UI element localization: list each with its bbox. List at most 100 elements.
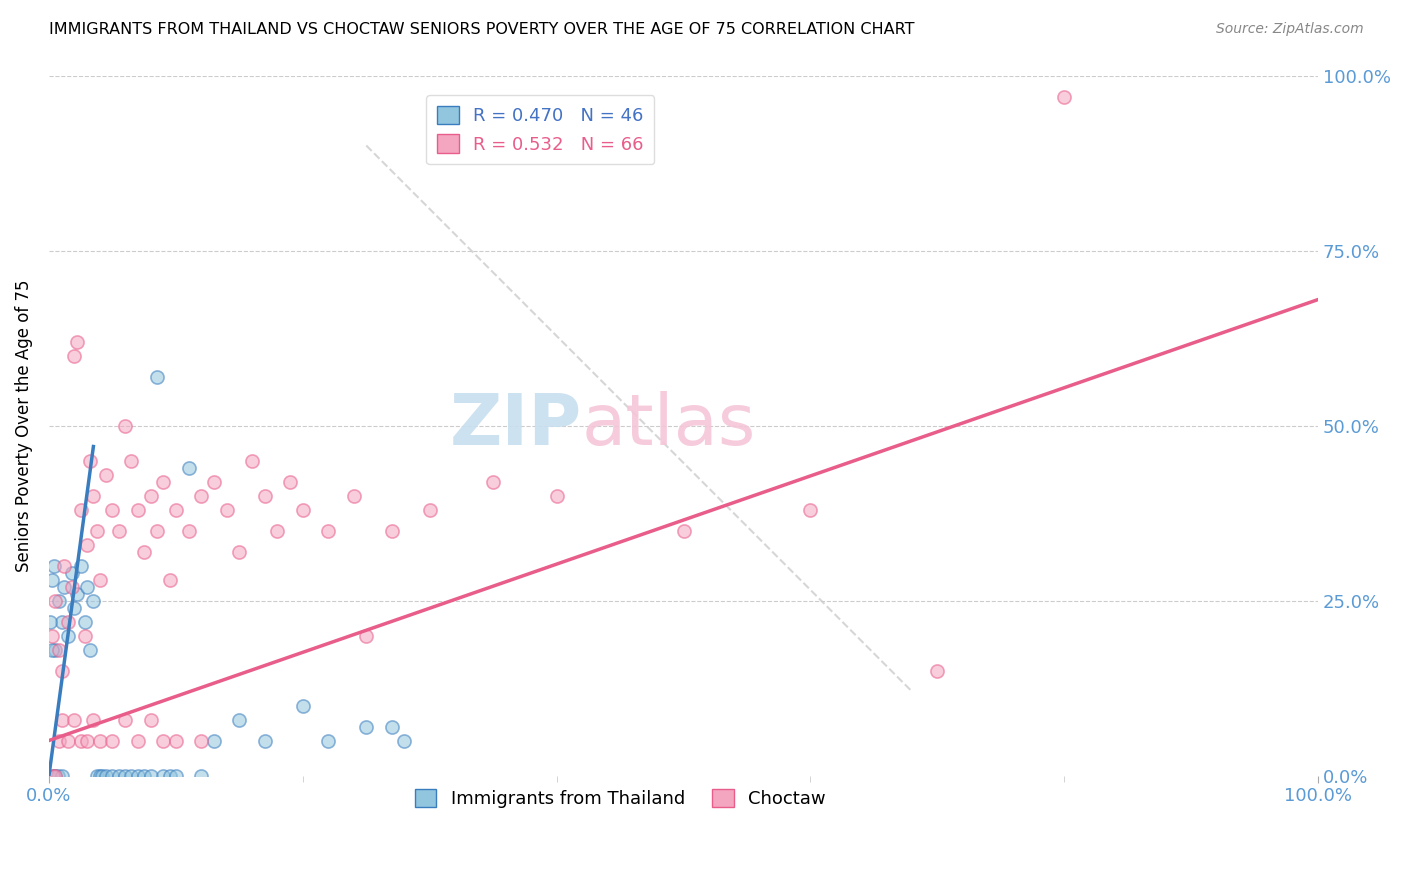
- Point: [51, 664, 73, 678]
- Point: [42, 768, 65, 782]
- Point: [86, 524, 108, 538]
- Point: [546, 489, 568, 503]
- Point: [253, 733, 276, 747]
- Point: [51, 768, 73, 782]
- Point: [44, 768, 66, 782]
- Point: [316, 524, 339, 538]
- Point: [381, 719, 404, 733]
- Point: [41, 573, 63, 587]
- Point: [89, 733, 111, 747]
- Point: [356, 719, 378, 733]
- Point: [82, 593, 104, 607]
- Point: [177, 460, 200, 475]
- Point: [190, 489, 212, 503]
- Point: [121, 768, 143, 782]
- Point: [89, 768, 111, 782]
- Point: [291, 698, 314, 713]
- Point: [56, 628, 79, 642]
- Point: [60, 580, 83, 594]
- Point: [94, 467, 117, 482]
- Point: [134, 768, 156, 782]
- Point: [48, 733, 70, 747]
- Point: [482, 475, 505, 489]
- Point: [215, 502, 238, 516]
- Point: [46, 768, 69, 782]
- Text: atlas: atlas: [582, 391, 756, 460]
- Point: [381, 524, 404, 538]
- Point: [127, 768, 149, 782]
- Point: [44, 768, 66, 782]
- Point: [101, 733, 124, 747]
- Point: [63, 349, 86, 363]
- Point: [419, 502, 441, 516]
- Point: [228, 544, 250, 558]
- Point: [101, 768, 124, 782]
- Point: [56, 733, 79, 747]
- Text: IMMIGRANTS FROM THAILAND VS CHOCTAW SENIORS POVERTY OVER THE AGE OF 75 CORRELATI: IMMIGRANTS FROM THAILAND VS CHOCTAW SENI…: [49, 22, 915, 37]
- Point: [63, 600, 86, 615]
- Text: ZIP: ZIP: [450, 391, 582, 460]
- Point: [356, 628, 378, 642]
- Point: [240, 453, 263, 467]
- Point: [139, 713, 162, 727]
- Point: [82, 489, 104, 503]
- Point: [66, 586, 89, 600]
- Point: [1053, 89, 1076, 103]
- Point: [79, 642, 101, 657]
- Point: [91, 768, 114, 782]
- Point: [76, 537, 98, 551]
- Point: [69, 558, 91, 573]
- Point: [63, 713, 86, 727]
- Point: [202, 733, 225, 747]
- Point: [291, 502, 314, 516]
- Point: [73, 615, 96, 629]
- Point: [48, 593, 70, 607]
- Point: [69, 502, 91, 516]
- Point: [165, 733, 187, 747]
- Point: [53, 558, 76, 573]
- Point: [48, 642, 70, 657]
- Point: [82, 713, 104, 727]
- Point: [342, 489, 364, 503]
- Point: [152, 733, 174, 747]
- Point: [114, 768, 136, 782]
- Legend: Immigrants from Thailand, Choctaw: Immigrants from Thailand, Choctaw: [408, 781, 832, 815]
- Point: [44, 642, 66, 657]
- Point: [316, 733, 339, 747]
- Point: [165, 502, 187, 516]
- Point: [42, 768, 65, 782]
- Point: [121, 453, 143, 467]
- Point: [278, 475, 301, 489]
- Point: [73, 628, 96, 642]
- Point: [177, 524, 200, 538]
- Point: [79, 453, 101, 467]
- Point: [159, 768, 181, 782]
- Point: [66, 334, 89, 349]
- Point: [146, 369, 169, 384]
- Point: [228, 713, 250, 727]
- Point: [60, 566, 83, 580]
- Point: [76, 580, 98, 594]
- Point: [139, 489, 162, 503]
- Point: [165, 768, 187, 782]
- Point: [134, 544, 156, 558]
- Point: [39, 615, 62, 629]
- Point: [76, 733, 98, 747]
- Point: [42, 558, 65, 573]
- Point: [159, 573, 181, 587]
- Point: [94, 768, 117, 782]
- Point: [101, 502, 124, 516]
- Point: [253, 489, 276, 503]
- Point: [146, 524, 169, 538]
- Point: [190, 768, 212, 782]
- Point: [107, 524, 129, 538]
- Text: Source: ZipAtlas.com: Source: ZipAtlas.com: [1216, 22, 1364, 37]
- Point: [114, 418, 136, 433]
- Point: [86, 768, 108, 782]
- Point: [672, 524, 695, 538]
- Point: [41, 642, 63, 657]
- Point: [69, 733, 91, 747]
- Point: [51, 713, 73, 727]
- Point: [152, 475, 174, 489]
- Point: [202, 475, 225, 489]
